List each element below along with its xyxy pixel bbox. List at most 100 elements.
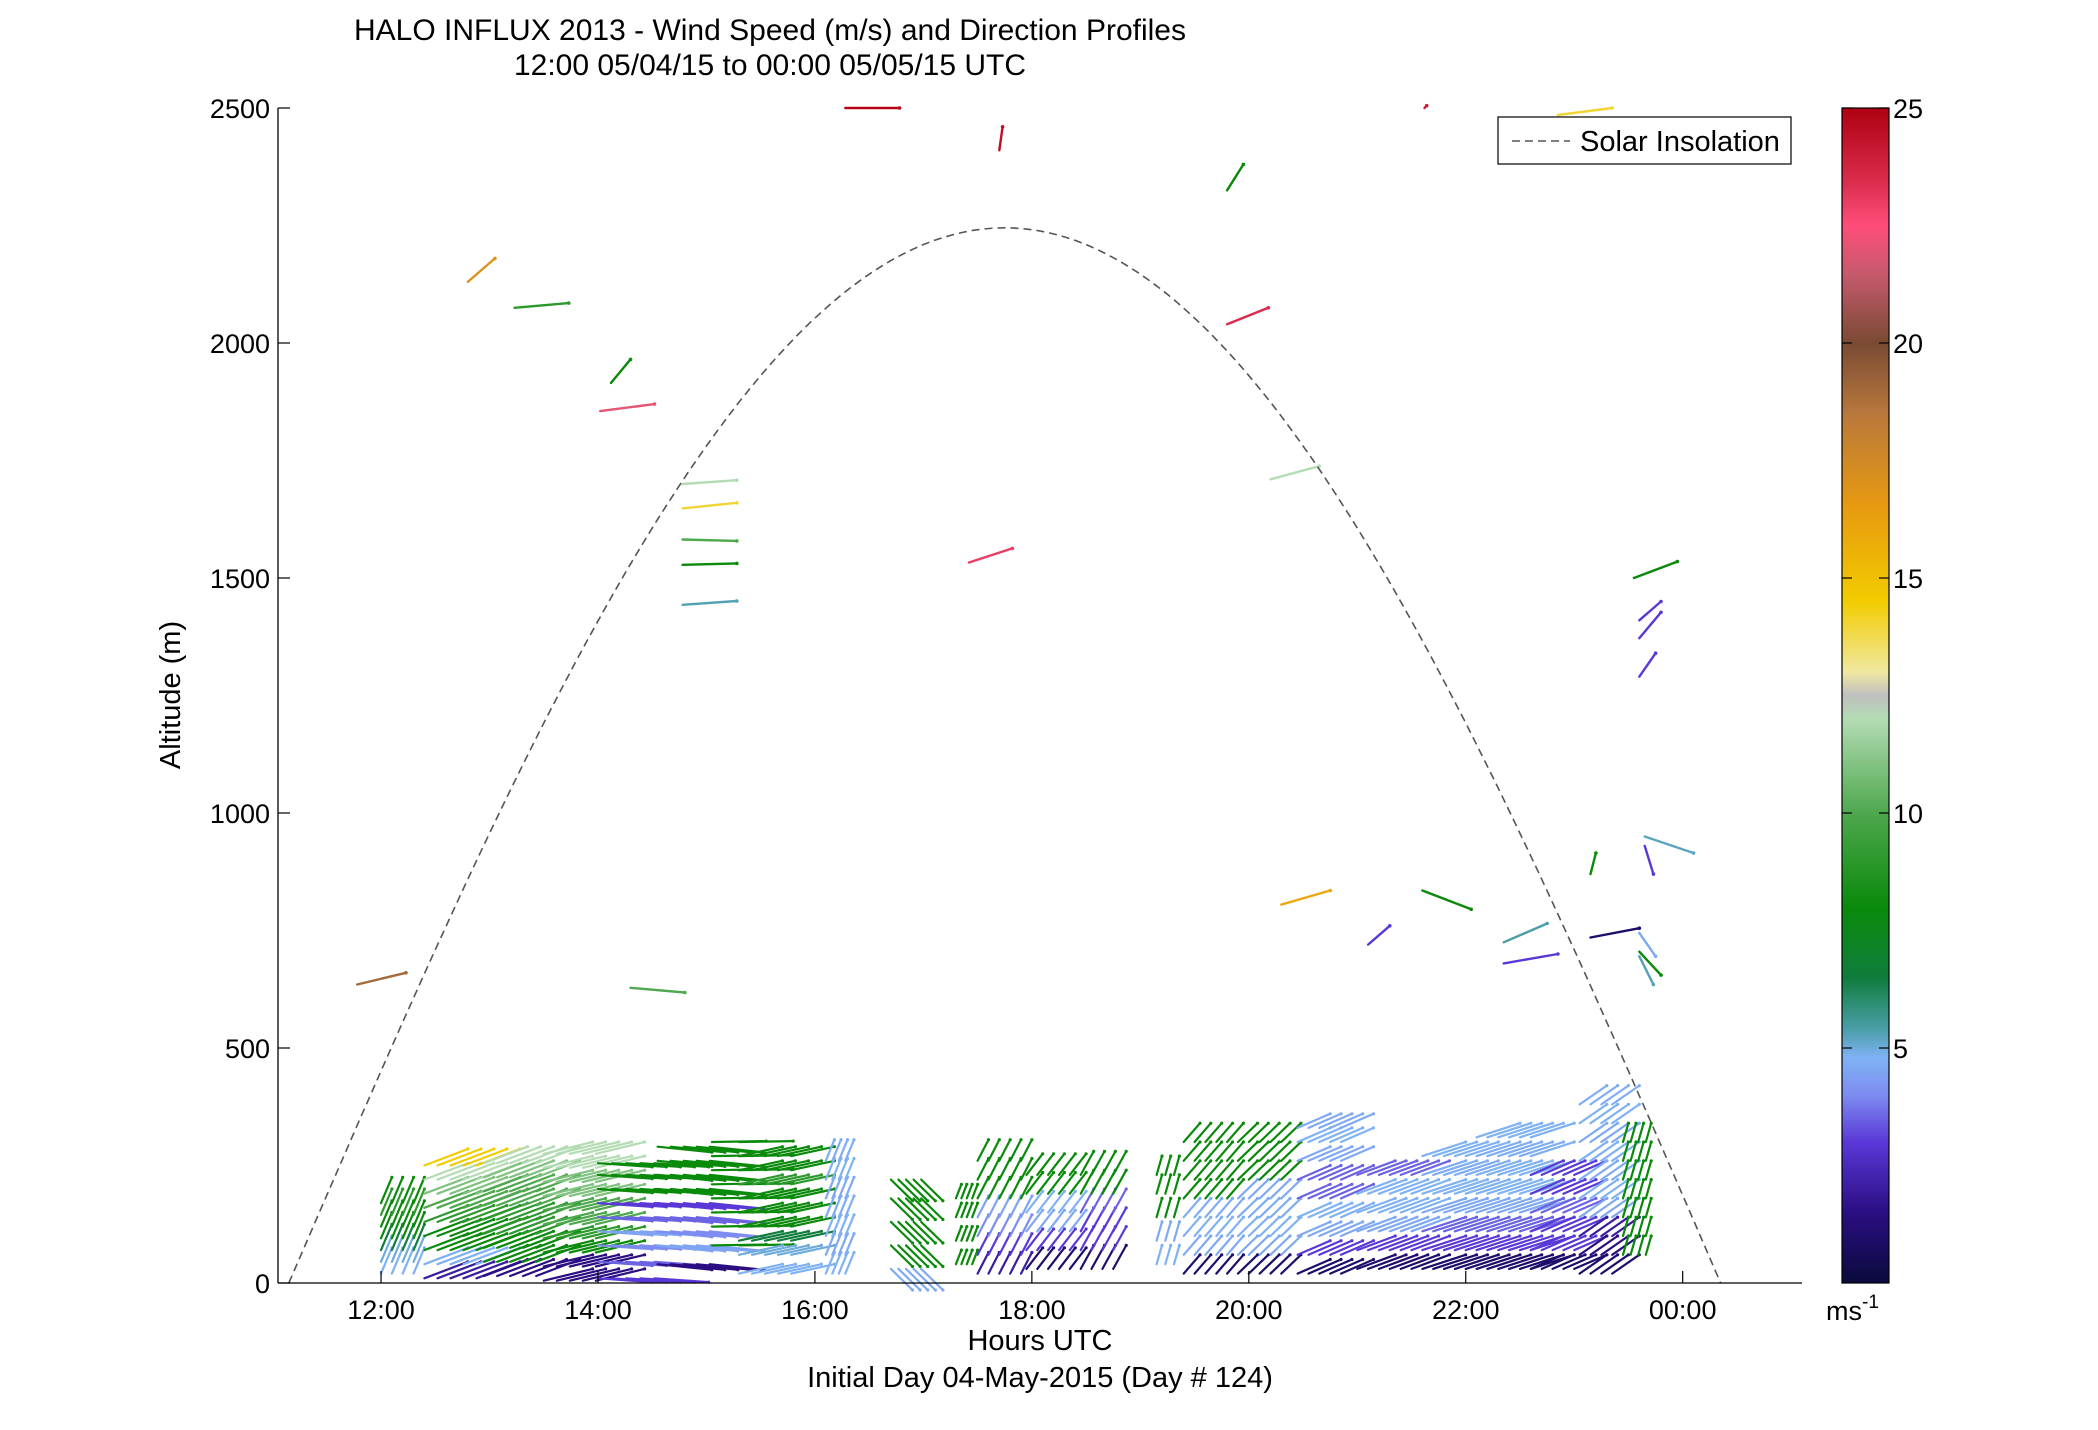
lowlevel-barb-743	[1540, 1234, 1576, 1252]
lowlevel-barb-tip-794	[1626, 1102, 1630, 1106]
lowlevel-barb-592	[1318, 1220, 1354, 1238]
lowlevel-barb-tip-782	[1616, 1140, 1620, 1144]
lowlevel-barb-tip-346	[852, 1138, 856, 1142]
lowlevel-barb-39	[436, 1232, 482, 1252]
lowlevel-barb-642	[1399, 1234, 1440, 1252]
lowlevel-barb-308	[776, 1159, 823, 1172]
lowlevel-barb-697	[1486, 1234, 1532, 1252]
lowlevel-barb-55	[462, 1260, 508, 1280]
wind-barb-tip-11	[897, 106, 902, 110]
lowlevel-barb-tip-162	[643, 1210, 647, 1215]
lowlevel-barb-816	[1629, 1178, 1638, 1200]
lowlevel-barb-77	[483, 1201, 529, 1221]
lowlevel-barb-806	[1621, 1234, 1630, 1256]
lowlevel-barb-tip-552	[1277, 1178, 1281, 1182]
lowlevel-barb-47	[449, 1246, 495, 1266]
wind-barb-tip-20	[1675, 559, 1680, 564]
lowlevel-barb-429	[1036, 1246, 1055, 1271]
lowlevel-barb-tip-613	[1371, 1163, 1376, 1168]
wind-barb-tip-29	[1651, 982, 1656, 987]
lowlevel-barb-597	[1318, 1126, 1354, 1144]
wind-barb-tip-19	[1424, 103, 1429, 108]
lowlevel-barb-tip-746	[1572, 1178, 1576, 1182]
lowlevel-barb-tip-769	[1605, 1196, 1609, 1200]
lowlevel-barb-517	[1215, 1234, 1234, 1256]
lowlevel-barb-tip-152	[630, 1210, 634, 1215]
lowlevel-barb-126	[542, 1154, 594, 1169]
lowlevel-barb-tip-434	[1052, 1152, 1056, 1156]
lowlevel-barb-tip-516	[1230, 1253, 1235, 1257]
lowlevel-barb-6	[379, 1176, 393, 1205]
lowlevel-barb-765	[1573, 1159, 1608, 1177]
lowlevel-barb-281	[737, 1159, 784, 1172]
lowlevel-barb-286	[750, 1216, 797, 1228]
lowlevel-barb-325	[824, 1138, 836, 1162]
lowlevel-barb-219	[656, 1173, 714, 1182]
lowlevel-barb-tip-676	[1496, 1215, 1500, 1219]
lowlevel-barb-tip-472	[1124, 1225, 1128, 1229]
lowlevel-barb-584	[1307, 1201, 1343, 1219]
lowlevel-barb-tip-438	[1062, 1189, 1066, 1193]
lowlevel-barb-224	[669, 1230, 727, 1239]
lowlevel-barb-tip-485	[1169, 1173, 1173, 1177]
lowlevel-barb-564	[1280, 1253, 1303, 1275]
lowlevel-barb-tip-437	[1062, 1208, 1066, 1212]
lowlevel-barb-tip-624	[1404, 1234, 1408, 1238]
lowlevel-barb-786	[1600, 1253, 1630, 1275]
lowlevel-barb-445	[1057, 1171, 1077, 1195]
lowlevel-barb-277	[737, 1216, 784, 1228]
wind-barb-tip-18	[1610, 106, 1614, 110]
lowlevel-barb-440	[1046, 1152, 1066, 1177]
lowlevel-barb-407	[998, 1157, 1012, 1181]
lowlevel-barb-132	[555, 1211, 607, 1226]
lowlevel-barb-tip-420	[1030, 1175, 1034, 1179]
lowlevel-barb-442	[1057, 1227, 1077, 1252]
lowlevel-barb-409	[1009, 1251, 1023, 1275]
lowlevel-barb-tip-156	[630, 1154, 634, 1158]
lowlevel-barb-tip-341	[852, 1232, 856, 1236]
lowlevel-barb-tip-309	[819, 1145, 824, 1149]
lowlevel-barb-tip-559	[1288, 1196, 1292, 1200]
colorbar-unit-exp: -1	[1862, 1292, 1879, 1313]
lowlevel-barb-tip-577	[1328, 1163, 1332, 1168]
lowlevel-barb-288	[750, 1187, 797, 1200]
lowlevel-barb-tip-630	[1415, 1234, 1419, 1238]
lowlevel-barb-tip-684	[1507, 1196, 1511, 1200]
lowlevel-barb-593	[1318, 1201, 1354, 1219]
lowlevel-barb-763	[1573, 1197, 1608, 1214]
y-tick-label-3: 1500	[210, 564, 270, 594]
lowlevel-barb-26	[412, 1187, 426, 1216]
lowlevel-barb-tip-418	[1030, 1213, 1034, 1217]
lowlevel-barb-tip-281	[780, 1159, 785, 1163]
lowlevel-barb-679	[1453, 1159, 1500, 1177]
lowlevel-barb-tip-633	[1415, 1178, 1419, 1182]
lowlevel-barb-tip-435	[1062, 1246, 1066, 1250]
lowlevel-barb-643	[1399, 1216, 1440, 1233]
lowlevel-barb-212	[653, 1162, 710, 1169]
lowlevel-barb-602	[1329, 1201, 1364, 1219]
lowlevel-barb-tip-505	[1209, 1159, 1213, 1163]
lowlevel-barb-tip-362	[933, 1288, 937, 1292]
y-tick-label-0: 0	[255, 1269, 270, 1299]
lowlevel-barb-702	[1486, 1140, 1532, 1158]
lowlevel-barb-tip-375	[959, 1182, 964, 1186]
lowlevel-barb-tip-144	[617, 1182, 621, 1186]
lowlevel-barb-438	[1046, 1190, 1066, 1214]
lowlevel-barb-499	[1182, 1122, 1202, 1144]
lowlevel-barb-tip-500	[1209, 1253, 1213, 1257]
lowlevel-barb-tip-583	[1339, 1220, 1343, 1224]
lowlevel-barb-tip-745	[1572, 1196, 1576, 1200]
lowlevel-barb-tip-526	[1241, 1215, 1245, 1219]
lowlevel-barb-706	[1497, 1216, 1543, 1233]
lowlevel-barb-595	[1318, 1164, 1354, 1181]
lowlevel-barb-41	[436, 1204, 482, 1224]
lowlevel-barb-398	[987, 1194, 1001, 1219]
lowlevel-barb-48	[449, 1232, 495, 1252]
lowlevel-barb-tip-149	[630, 1253, 634, 1257]
lowlevel-barb-377	[960, 1225, 968, 1242]
lowlevel-barb-tip-143	[617, 1196, 621, 1200]
wind-barb-tip-6	[735, 478, 739, 483]
lowlevel-barb-527	[1225, 1197, 1245, 1219]
lowlevel-barb-tip-287	[793, 1201, 798, 1205]
lowlevel-barb-tip-771	[1605, 1159, 1609, 1163]
